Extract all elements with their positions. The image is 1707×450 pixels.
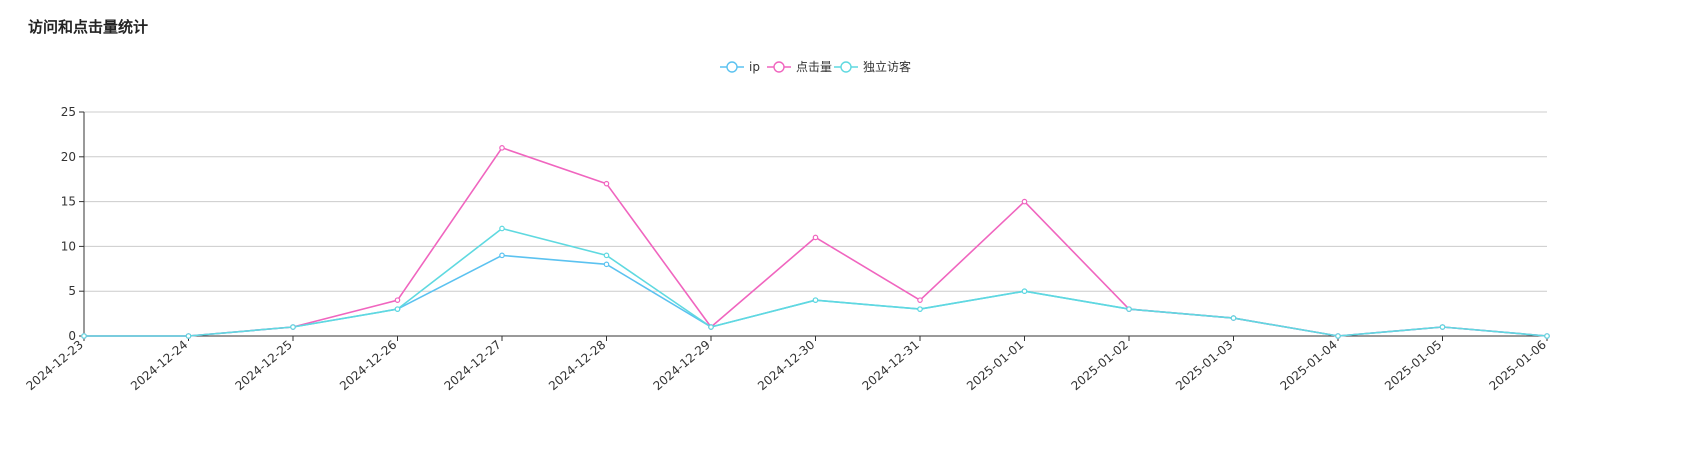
x-tick-label: 2024-12-27 [441, 338, 503, 394]
data-point[interactable] [290, 324, 296, 330]
x-tick-label: 2024-12-30 [755, 338, 817, 394]
data-point[interactable] [81, 333, 87, 339]
legend-marker-icon [773, 61, 785, 73]
data-point[interactable] [1335, 333, 1341, 339]
x-tick-label: 2025-01-03 [1173, 338, 1235, 394]
data-point[interactable] [812, 234, 819, 241]
x-tick-label: 2025-01-06 [1486, 338, 1548, 394]
data-point[interactable] [499, 225, 505, 232]
legend-item-0[interactable]: ip [720, 60, 760, 74]
y-tick-label: 20 [61, 150, 76, 164]
data-point[interactable] [1230, 315, 1237, 321]
data-point[interactable] [499, 252, 505, 259]
legend-item-1[interactable]: 点击量 [767, 60, 832, 74]
y-tick-label: 5 [68, 284, 76, 298]
legend[interactable]: ip 点击量 独立访客 [720, 59, 911, 74]
x-tick-label: 2024-12-25 [232, 338, 294, 394]
legend-label: 独立访客 [863, 59, 911, 74]
data-point[interactable] [1126, 306, 1132, 312]
data-point[interactable] [1021, 288, 1028, 295]
data-point[interactable] [499, 145, 505, 151]
data-point[interactable] [603, 252, 610, 259]
x-tick-label: 2024-12-31 [859, 338, 921, 394]
y-tick-label: 15 [61, 195, 76, 209]
y-tick-label: 25 [61, 105, 76, 119]
data-point[interactable] [1021, 198, 1028, 205]
data-point[interactable] [708, 324, 714, 330]
x-tick-label: 2025-01-02 [1068, 338, 1130, 394]
legend-marker-icon [840, 61, 852, 73]
grid-lines [84, 111, 1547, 292]
x-tick-label: 2025-01-04 [1277, 338, 1339, 394]
data-point[interactable] [394, 306, 401, 312]
data-point[interactable] [1544, 333, 1550, 339]
legend-item-2[interactable]: 独立访客 [834, 59, 911, 74]
data-point[interactable] [394, 297, 401, 303]
y-tick-label: 0 [68, 329, 76, 343]
x-tick-label: 2025-01-05 [1382, 338, 1444, 394]
x-tick-label: 2025-01-01 [964, 338, 1026, 394]
y-tick-label: 10 [61, 239, 76, 253]
data-point[interactable] [603, 180, 610, 187]
data-point[interactable] [917, 297, 923, 303]
x-tick-label: 2024-12-26 [337, 338, 399, 394]
axes: 0 5 10 15 20 25 2024-12-23 2024-12-24 2024-12-25… [23, 105, 1548, 393]
series-line-2 [84, 227, 1548, 337]
x-tick-label: 2024-12-23 [23, 338, 85, 394]
x-tick-label: 2024-12-28 [546, 338, 608, 394]
data-point[interactable] [812, 297, 819, 303]
legend-label: 点击量 [796, 60, 832, 74]
data-point[interactable] [1439, 324, 1446, 330]
series-lines [81, 145, 1550, 339]
legend-label: ip [749, 60, 760, 74]
legend-marker-icon [726, 61, 738, 73]
series-line-1 [84, 147, 1548, 337]
page-title: 访问和点击量统计 [28, 18, 149, 36]
data-point[interactable] [185, 333, 192, 339]
data-point[interactable] [917, 306, 923, 312]
data-point[interactable] [603, 261, 610, 268]
x-tick-label: 2024-12-24 [128, 338, 190, 394]
x-tick-label: 2024-12-29 [650, 338, 712, 394]
